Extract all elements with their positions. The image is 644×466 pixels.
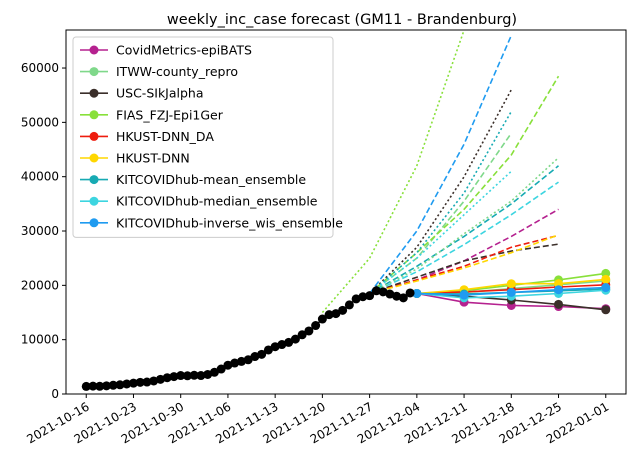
legend-swatch-marker <box>89 153 99 163</box>
legend-box <box>72 36 334 238</box>
observed-point <box>284 337 294 347</box>
observed-point <box>128 378 138 388</box>
observed-point <box>243 355 253 365</box>
forecast-line <box>369 234 559 295</box>
y-tick-label: 10000 <box>21 333 59 347</box>
observed-point <box>209 367 219 377</box>
observed-point <box>142 377 152 387</box>
observed-point <box>263 345 273 355</box>
median-point <box>554 285 564 295</box>
observed-point <box>371 286 381 296</box>
observed-point <box>392 291 402 301</box>
observed-point <box>331 309 341 319</box>
median-point <box>459 290 469 300</box>
y-tick-label: 60000 <box>21 61 59 75</box>
observed-point <box>338 305 348 315</box>
median-point <box>601 283 611 293</box>
forecast-line <box>369 243 559 295</box>
observed-point <box>169 372 179 382</box>
observed-point <box>257 349 267 359</box>
observed-point <box>290 334 300 344</box>
forecast-line <box>368 35 513 294</box>
forecast-line <box>369 111 512 295</box>
observed-point <box>405 288 415 298</box>
y-tick-label: 30000 <box>21 224 59 238</box>
observed-point <box>162 373 172 383</box>
observed-point <box>358 292 368 302</box>
forecast-line <box>321 30 465 314</box>
observed-point <box>108 380 118 390</box>
legend-label: CovidMetrics-epiBATS <box>116 43 252 58</box>
legend-label: ITWW-county_repro <box>116 64 238 79</box>
forecast-lines <box>321 30 560 314</box>
median-point <box>601 305 611 315</box>
legend-swatch-marker <box>89 218 99 228</box>
legend-swatch-marker <box>89 110 99 120</box>
observed-point <box>176 371 186 381</box>
forecast-line <box>369 165 560 295</box>
y-tick-label: 50000 <box>21 115 59 129</box>
legend-label: HKUST-DNN <box>116 151 190 166</box>
observed-point <box>196 371 206 381</box>
observed-point <box>304 326 314 336</box>
y-tick-label: 0 <box>51 387 59 401</box>
median-point <box>554 299 564 309</box>
observed-point <box>230 358 240 368</box>
legend-label: KITCOVIDhub-inverse_wis_ensemble <box>116 215 343 230</box>
observed-point <box>236 356 246 366</box>
median-point <box>412 288 422 298</box>
plot-frame <box>65 29 627 395</box>
forecast-line <box>369 89 513 295</box>
median-point <box>506 279 516 289</box>
observed-point <box>95 381 105 391</box>
observed-point <box>216 364 226 374</box>
observed-point <box>115 380 125 390</box>
legend-label: KITCOVIDhub-mean_ensemble <box>116 172 306 187</box>
observed-point <box>398 293 408 303</box>
legend-label: FIAS_FZJ-Epi1Ger <box>116 107 224 122</box>
median-lines <box>412 268 611 315</box>
forecast-line <box>369 157 560 295</box>
legend-swatch-marker <box>89 131 99 141</box>
observed-point <box>122 379 132 389</box>
observed-point <box>182 371 192 381</box>
y-tick-label: 40000 <box>21 170 59 184</box>
observed-point <box>365 291 375 301</box>
observed-point <box>311 321 321 331</box>
x-axis: 2021-10-162021-10-232021-10-302021-11-06… <box>24 394 611 446</box>
legend-label: USC-SIkJalpha <box>116 86 204 101</box>
observed-point <box>317 314 327 324</box>
observed-point <box>81 381 91 391</box>
forecast-line <box>369 170 512 295</box>
chart-title: weekly_inc_case forecast (GM11 - Branden… <box>167 12 517 28</box>
observed-series <box>81 286 415 391</box>
observed-point <box>344 300 354 310</box>
legend-swatch-marker <box>89 175 99 185</box>
legend-swatch-marker <box>89 67 99 77</box>
observed-point <box>189 370 199 380</box>
observed-point <box>324 310 334 320</box>
observed-point <box>149 376 159 386</box>
observed-point <box>88 381 98 391</box>
observed-point <box>297 330 307 340</box>
legend-swatch-marker <box>89 88 99 98</box>
observed-point <box>101 381 111 391</box>
y-tick-label: 20000 <box>21 278 59 292</box>
observed-point <box>155 374 165 384</box>
median-point <box>506 287 516 297</box>
legend-swatch-marker <box>89 45 99 55</box>
y-axis: 0 10000 20000 30000 40000 50000 60000 <box>21 61 66 401</box>
legend-label: HKUST-DNN_DA <box>116 129 214 144</box>
forecast-line <box>369 181 559 295</box>
observed-point <box>135 377 145 387</box>
legend-label: KITCOVIDhub-median_ensemble <box>116 194 318 209</box>
legend-swatch-marker <box>89 196 99 206</box>
forecast-line <box>369 132 512 295</box>
median-point <box>601 274 611 284</box>
legend: CovidMetrics-epiBATS ITWW-county_repro USC… <box>72 36 343 238</box>
